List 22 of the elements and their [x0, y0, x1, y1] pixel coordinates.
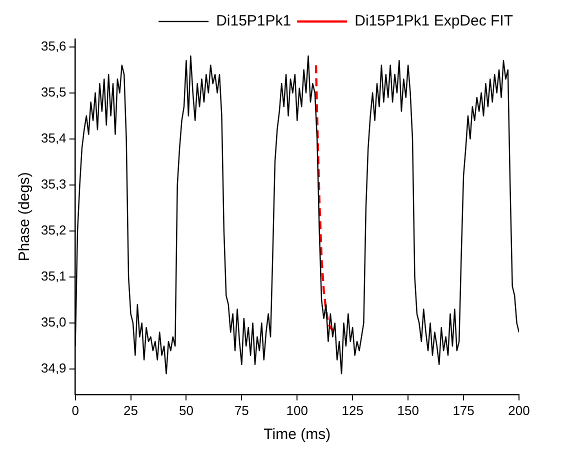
x-tick-label: 75 — [234, 402, 249, 418]
legend-label: Di15P1Pk1 — [216, 12, 292, 30]
y-tick-label: 35,6 — [40, 38, 66, 54]
x-tick-label: 25 — [124, 402, 138, 418]
y-tick-label: 34,9 — [40, 360, 66, 376]
y-tick-label: 35,1 — [40, 268, 66, 284]
x-tick-label: 200 — [508, 402, 530, 418]
y-tick-label: 35,5 — [40, 84, 66, 100]
y-tick-label: 35,0 — [40, 314, 66, 330]
y-tick-label: 35,4 — [40, 130, 66, 146]
y-axis-title: Phase (degs) — [16, 172, 34, 262]
x-tick-label: 0 — [72, 402, 79, 418]
x-tick-label: 150 — [397, 402, 419, 418]
y-tick-label: 35,3 — [40, 176, 66, 192]
line-series — [314, 64, 336, 334]
x-tick-label: 50 — [178, 402, 194, 418]
x-axis-title: Time (ms) — [264, 426, 331, 444]
legend-label: Di15P1Pk1 ExpDec FIT — [354, 12, 514, 30]
x-tick-label: 175 — [452, 402, 474, 418]
x-tick-label: 100 — [286, 402, 308, 418]
x-tick-label: 125 — [342, 402, 364, 418]
y-tick-label: 35,2 — [40, 222, 66, 238]
